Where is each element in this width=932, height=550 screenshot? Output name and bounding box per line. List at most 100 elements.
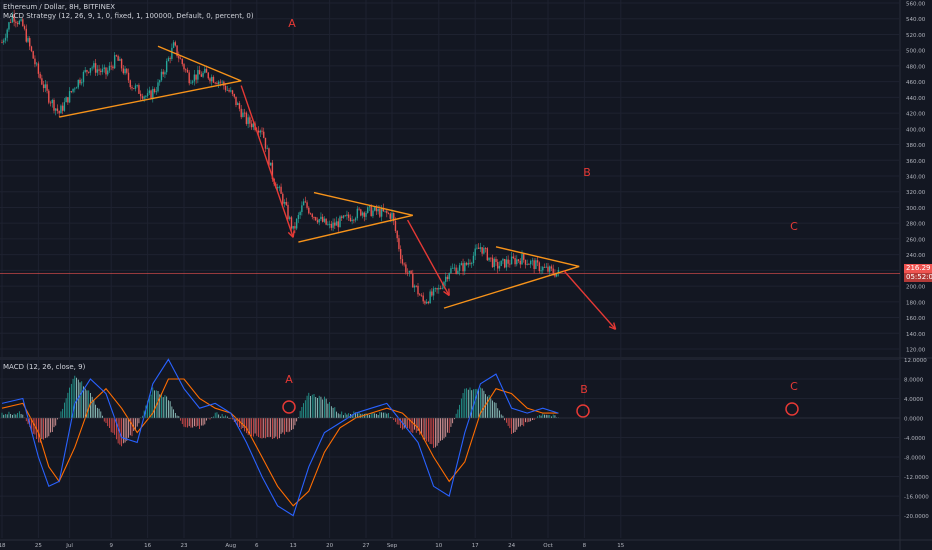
time-tick-label: 27 bbox=[363, 543, 370, 549]
candle-body bbox=[396, 230, 398, 239]
candle-body bbox=[477, 247, 480, 249]
candle-body bbox=[259, 130, 261, 133]
candle-body bbox=[39, 73, 41, 79]
candle-body bbox=[138, 85, 140, 94]
candle-body bbox=[197, 70, 199, 80]
candle-body bbox=[361, 212, 364, 216]
candle-body bbox=[368, 206, 371, 208]
macd-tick-label: -12.0000 bbox=[904, 475, 929, 481]
time-tick-label: 6 bbox=[255, 543, 259, 549]
candle-body bbox=[176, 45, 178, 57]
candle-body bbox=[483, 248, 485, 254]
candle-body bbox=[462, 263, 464, 272]
candle-body bbox=[332, 222, 334, 228]
price-tick-label: 460.00 bbox=[906, 80, 926, 86]
candle-body bbox=[441, 287, 443, 289]
candle-body bbox=[34, 58, 36, 65]
candle-body bbox=[517, 259, 520, 261]
candle-body bbox=[60, 105, 62, 114]
candle-body bbox=[450, 268, 452, 274]
candle-body bbox=[406, 272, 409, 274]
candle-body bbox=[292, 226, 294, 229]
candle-body bbox=[63, 102, 66, 111]
candle-body bbox=[112, 66, 114, 69]
candle-body bbox=[500, 260, 502, 266]
candle-body bbox=[547, 266, 549, 272]
candle-body bbox=[422, 295, 424, 302]
candle-body bbox=[420, 295, 423, 297]
candle-body bbox=[55, 108, 57, 111]
candle-body bbox=[174, 42, 177, 46]
candle-body bbox=[438, 288, 440, 290]
candle-body bbox=[403, 263, 405, 265]
breakdown-arrow bbox=[563, 269, 617, 330]
candle-body bbox=[37, 63, 40, 74]
candle-body bbox=[285, 201, 287, 205]
candle-body bbox=[209, 78, 211, 82]
candle-body bbox=[315, 217, 317, 221]
candle-body bbox=[4, 37, 7, 41]
candle-body bbox=[105, 67, 107, 75]
candle-body bbox=[471, 262, 473, 264]
candle-body bbox=[217, 81, 220, 85]
candle-body bbox=[290, 217, 293, 229]
candle-body bbox=[228, 89, 230, 92]
candle-body bbox=[308, 207, 310, 214]
candle-body bbox=[458, 265, 461, 271]
candle-body bbox=[237, 103, 239, 105]
candle-body bbox=[469, 262, 471, 264]
candle-body bbox=[133, 88, 135, 90]
candle-body bbox=[245, 112, 248, 124]
macd-tick-label: 4.0000 bbox=[904, 397, 924, 403]
candle-body bbox=[22, 19, 24, 27]
candle-body bbox=[164, 72, 166, 75]
candle-body bbox=[235, 96, 237, 105]
candle-body bbox=[467, 262, 469, 265]
candle-body bbox=[524, 259, 527, 265]
macd-tick-label: -16.0000 bbox=[904, 495, 929, 501]
candle-body bbox=[372, 210, 374, 217]
candle-body bbox=[297, 215, 300, 220]
price-tick-label: 440.00 bbox=[906, 96, 926, 102]
price-tick-label: 360.00 bbox=[906, 159, 926, 165]
candle-body bbox=[30, 46, 33, 52]
candle-body bbox=[101, 68, 104, 73]
candle-body bbox=[321, 216, 324, 222]
candle-body bbox=[479, 247, 482, 249]
candle-body bbox=[159, 80, 161, 83]
candle-body bbox=[356, 208, 359, 219]
price-tick-label: 300.00 bbox=[906, 206, 926, 212]
candle-body bbox=[448, 273, 450, 280]
candle-body bbox=[160, 71, 163, 81]
candle-body bbox=[509, 263, 511, 265]
candle-body bbox=[299, 212, 301, 216]
time-tick-label: 10 bbox=[435, 543, 442, 549]
candle-body bbox=[216, 82, 218, 85]
candle-body bbox=[56, 108, 59, 111]
candle-body bbox=[432, 288, 435, 296]
candle-body bbox=[427, 301, 430, 304]
candle-body bbox=[122, 68, 125, 74]
candle-body bbox=[523, 254, 525, 260]
candle-body bbox=[67, 97, 69, 103]
candle-body bbox=[278, 186, 281, 188]
candle-body bbox=[233, 93, 235, 97]
triangle-trendline bbox=[443, 265, 580, 309]
candle-body bbox=[16, 22, 19, 25]
time-tick-label: 23 bbox=[181, 543, 188, 549]
candle-body bbox=[29, 38, 31, 47]
candle-body bbox=[280, 186, 282, 194]
candle-body bbox=[243, 112, 246, 114]
candle-body bbox=[311, 214, 313, 218]
candle-body bbox=[398, 238, 400, 250]
candle-body bbox=[110, 65, 112, 67]
candle-body bbox=[250, 123, 253, 128]
candle-body bbox=[141, 96, 144, 99]
candle-body bbox=[384, 210, 386, 212]
pattern-label-a-price: A bbox=[288, 17, 296, 30]
candle-body bbox=[86, 70, 88, 72]
candle-body bbox=[365, 212, 367, 217]
candle-body bbox=[186, 69, 189, 73]
candle-body bbox=[269, 162, 272, 166]
